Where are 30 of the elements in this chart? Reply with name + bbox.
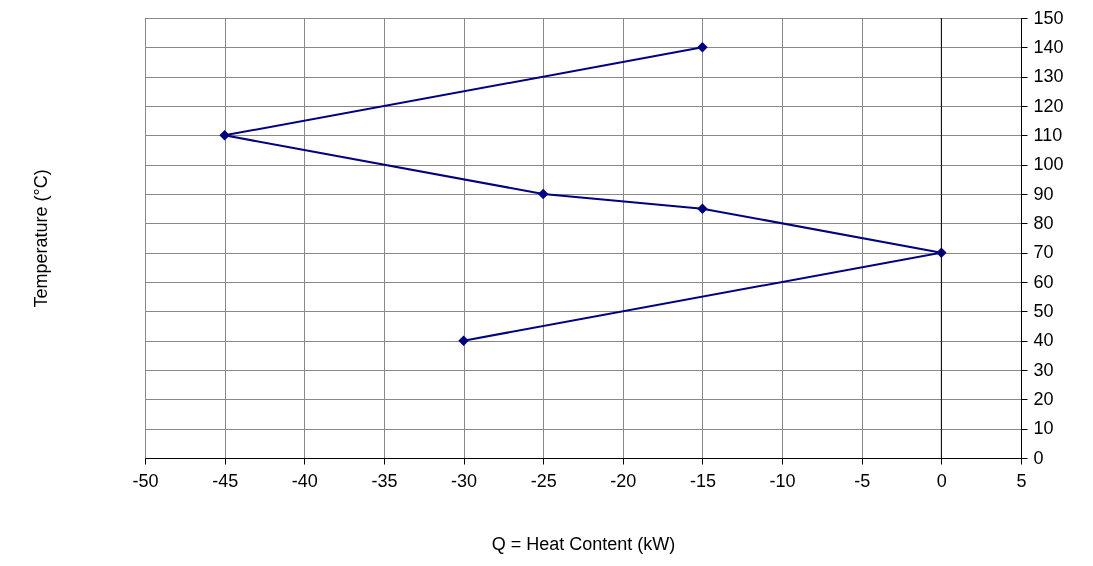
- x-tick-label: 5: [1016, 470, 1027, 491]
- x-tick-label: -20: [610, 470, 637, 491]
- y-tick-label: 120: [1033, 95, 1064, 116]
- x-tick-label: -5: [854, 470, 871, 491]
- y-tick-label: 100: [1033, 154, 1064, 175]
- y-tick-label: 10: [1033, 418, 1054, 439]
- x-tick-label: -30: [451, 470, 478, 491]
- x-tick-label: -45: [212, 470, 239, 491]
- x-tick-label: -15: [689, 470, 716, 491]
- y-axis-title: Temperature (°C): [30, 169, 51, 308]
- y-tick-label: 70: [1033, 242, 1054, 263]
- y-tick-label: 40: [1033, 330, 1054, 351]
- y-tick-label: 110: [1033, 124, 1063, 145]
- x-tick-label: -40: [291, 470, 318, 491]
- y-tick-label: 0: [1033, 447, 1044, 468]
- y-tick-label: 50: [1033, 300, 1054, 321]
- y-tick-label: 60: [1033, 271, 1054, 292]
- x-axis-title: Q = Heat Content (kW): [491, 533, 676, 554]
- y-tick-label: 130: [1033, 66, 1064, 87]
- y-tick-label: 30: [1033, 359, 1054, 380]
- y-tick-label: 80: [1033, 212, 1054, 233]
- y-tick-label: 140: [1033, 36, 1064, 57]
- y-tick-label: 90: [1033, 183, 1054, 204]
- x-tick-label: -25: [530, 470, 557, 491]
- y-tick-label: 20: [1033, 388, 1054, 409]
- x-tick-label: -35: [371, 470, 398, 491]
- y-tick-label: 150: [1033, 7, 1064, 28]
- x-tick-label: -50: [132, 470, 159, 491]
- x-tick-label: -10: [769, 470, 796, 491]
- x-tick-label: 0: [936, 470, 947, 491]
